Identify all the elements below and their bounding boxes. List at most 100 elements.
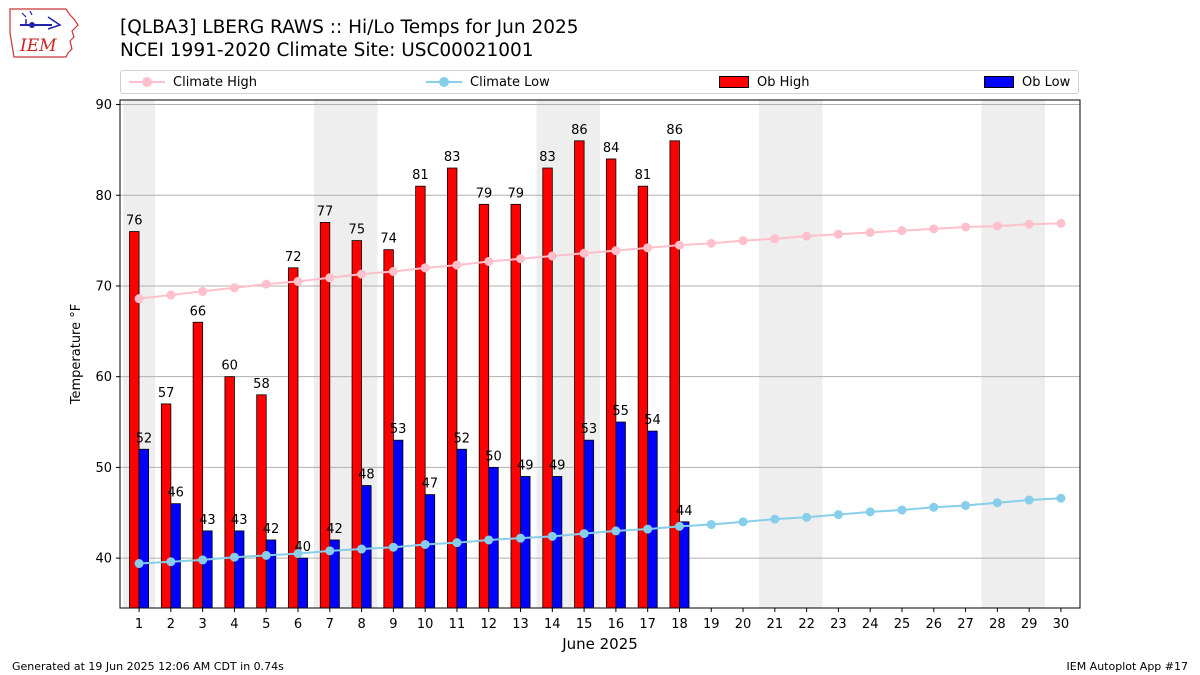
climate-high-point xyxy=(579,248,589,258)
legend: Climate High Climate Low Ob High Ob Low xyxy=(120,70,1079,94)
climate-low-point xyxy=(134,559,144,569)
x-tick-label: 20 xyxy=(735,617,752,632)
x-tick-label: 25 xyxy=(894,617,911,632)
x-tick-label: 28 xyxy=(989,617,1006,632)
climate-high-point xyxy=(992,221,1002,231)
climate-low-point xyxy=(484,535,494,545)
climate-high-point xyxy=(388,266,398,276)
x-tick-label: 16 xyxy=(608,617,625,632)
y-tick-label: 60 xyxy=(95,370,112,385)
x-axis-label: June 2025 xyxy=(561,635,638,653)
x-tick-label: 6 xyxy=(294,617,302,632)
y-tick-label: 90 xyxy=(95,98,112,113)
x-tick-label: 10 xyxy=(417,617,434,632)
x-tick-label: 24 xyxy=(862,617,879,632)
ob-low-bar xyxy=(234,530,245,609)
climate-low-point xyxy=(261,550,271,560)
legend-swatch-climate-low xyxy=(426,71,462,93)
climate-high-point xyxy=(516,254,526,264)
climate-high-point xyxy=(166,290,176,300)
ob-low-label: 42 xyxy=(263,522,280,537)
ob-high-bar xyxy=(192,321,204,609)
legend-swatch-climate-high xyxy=(129,71,165,93)
legend-item-climate-high: Climate High xyxy=(129,71,257,93)
ob-low-label: 46 xyxy=(167,486,184,501)
climate-high-point xyxy=(611,246,621,256)
x-tick-label: 30 xyxy=(1053,617,1070,632)
chart-subtitle: NCEI 1991-2020 Climate Site: USC00021001 xyxy=(120,40,534,61)
climate-low-point xyxy=(770,514,780,524)
climate-low-point xyxy=(1056,493,1066,503)
x-tick-label: 7 xyxy=(326,617,334,632)
climate-high-point xyxy=(293,276,303,286)
ob-high-bar xyxy=(510,203,521,609)
climate-high-point xyxy=(897,226,907,236)
climate-low-point xyxy=(961,500,971,510)
climate-low-point xyxy=(547,531,557,541)
climate-low-line xyxy=(139,497,1061,565)
ob-low-label: 53 xyxy=(581,422,598,437)
footer-generated: Generated at 19 Jun 2025 12:06 AM CDT in… xyxy=(12,660,284,673)
y-axis-label: Temperature °F xyxy=(69,304,84,405)
climate-low-point xyxy=(802,512,812,522)
ob-low-bar xyxy=(456,448,467,609)
ob-high-bar xyxy=(224,376,235,609)
ob-low-label: 54 xyxy=(644,413,661,428)
climate-high-point xyxy=(961,222,971,232)
x-tick-label: 26 xyxy=(926,617,943,632)
ob-high-label: 57 xyxy=(158,386,175,401)
iowa-outline-icon xyxy=(9,8,79,58)
ob-low-bar xyxy=(583,439,595,609)
climate-low-point xyxy=(166,557,176,567)
x-tick-label: 15 xyxy=(576,617,593,632)
plot-frame xyxy=(119,99,1081,609)
ob-high-bar xyxy=(669,140,680,609)
x-tick-label: 9 xyxy=(389,617,397,632)
ob-high-label: 77 xyxy=(317,204,334,219)
climate-high-point xyxy=(706,238,716,248)
ob-low-bar xyxy=(647,430,658,609)
ob-low-label: 49 xyxy=(549,458,566,473)
legend-swatch-ob-high xyxy=(719,76,749,88)
ob-low-label: 42 xyxy=(326,522,343,537)
climate-high-point xyxy=(198,286,208,296)
ob-high-label: 79 xyxy=(476,186,493,201)
climate-high-point xyxy=(865,227,875,237)
y-tick-label: 40 xyxy=(95,552,112,567)
ob-high-bar xyxy=(542,167,553,609)
climate-low-point xyxy=(674,521,684,531)
ob-high-label: 76 xyxy=(126,214,143,229)
climate-low-point xyxy=(388,542,398,552)
climate-low-point xyxy=(229,552,239,562)
x-tick-label: 4 xyxy=(230,617,238,632)
ob-low-bar xyxy=(424,494,436,609)
climate-low-point xyxy=(833,510,843,520)
footer-app: IEM Autoplot App #17 xyxy=(1066,660,1189,673)
x-tick-label: 17 xyxy=(639,617,656,632)
climate-low-point xyxy=(325,546,335,556)
climate-low-point xyxy=(198,555,208,565)
ob-low-label: 50 xyxy=(485,449,502,464)
climate-high-point xyxy=(1056,218,1066,228)
ob-high-label: 86 xyxy=(571,123,588,138)
x-tick-label: 27 xyxy=(957,617,974,632)
iem-logo: IEM xyxy=(9,8,79,58)
climate-high-point xyxy=(229,283,239,293)
ob-low-bar xyxy=(138,448,150,609)
ob-low-label: 47 xyxy=(422,477,439,492)
climate-high-point xyxy=(452,260,462,270)
ob-low-bar xyxy=(551,476,563,609)
climate-low-point xyxy=(293,549,303,559)
climate-high-point xyxy=(770,234,780,244)
ob-high-label: 60 xyxy=(221,359,238,374)
climate-high-point xyxy=(738,236,748,246)
legend-swatch-ob-low xyxy=(984,76,1014,88)
climate-high-point xyxy=(674,240,684,250)
ob-low-label: 43 xyxy=(231,513,248,528)
climate-low-point xyxy=(992,498,1002,508)
x-tick-label: 18 xyxy=(671,617,688,632)
weekend-shade xyxy=(981,100,1046,608)
y-tick-label: 80 xyxy=(95,189,112,204)
ob-high-label: 83 xyxy=(444,150,461,165)
ob-low-label: 44 xyxy=(676,504,693,519)
